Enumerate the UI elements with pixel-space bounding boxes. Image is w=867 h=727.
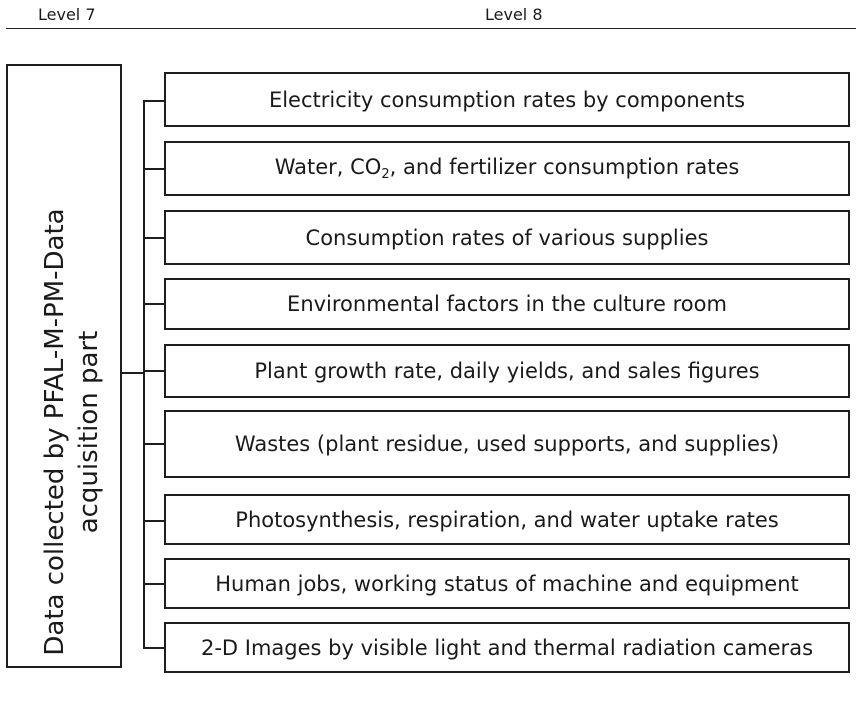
branch-connector bbox=[143, 168, 165, 170]
branch-connector bbox=[143, 303, 165, 305]
item-label: Plant growth rate, daily yields, and sal… bbox=[254, 359, 760, 383]
spine-connector bbox=[143, 100, 145, 649]
item-label: Wastes (plant residue, used supports, an… bbox=[234, 432, 780, 456]
branch-connector bbox=[143, 237, 165, 239]
item-water-co2-fertilizer: Water, CO2, and fertilizer consumption r… bbox=[164, 141, 850, 196]
root-label-line-2: acquisition part bbox=[74, 330, 104, 534]
root-node-box: Data collected by PFAL-M-PM-Data acquisi… bbox=[6, 64, 122, 668]
item-label: Water, CO2, and fertilizer consumption r… bbox=[274, 155, 740, 182]
branch-connector bbox=[143, 583, 165, 585]
branch-connector bbox=[143, 443, 165, 445]
branch-connector bbox=[143, 370, 165, 372]
level-7-header: Level 7 bbox=[38, 5, 96, 24]
branch-connector bbox=[143, 520, 165, 522]
trunk-connector bbox=[122, 372, 144, 374]
root-label-line-1: Data collected by PFAL-M-PM-Data bbox=[40, 208, 70, 656]
item-label: Electricity consumption rates by compone… bbox=[268, 87, 746, 112]
item-label: Environmental factors in the culture roo… bbox=[287, 292, 727, 316]
item-label: Photosynthesis, respiration, and water u… bbox=[235, 507, 779, 532]
item-human-jobs: Human jobs, working status of machine an… bbox=[164, 558, 850, 609]
item-supplies-consumption: Consumption rates of various supplies bbox=[164, 210, 850, 265]
item-wastes: Wastes (plant residue, used supports, an… bbox=[164, 410, 850, 478]
item-label: Human jobs, working status of machine an… bbox=[215, 571, 799, 596]
item-label: Consumption rates of various supplies bbox=[305, 225, 709, 250]
item-2d-images: 2-D Images by visible light and thermal … bbox=[164, 622, 850, 673]
root-node-label: Data collected by PFAL-M-PM-Data acquisi… bbox=[38, 137, 106, 727]
item-plant-growth: Plant growth rate, daily yields, and sal… bbox=[164, 344, 850, 398]
level-8-header: Level 8 bbox=[485, 5, 543, 24]
item-electricity-consumption: Electricity consumption rates by compone… bbox=[164, 72, 850, 127]
item-environmental-factors: Environmental factors in the culture roo… bbox=[164, 278, 850, 330]
branch-connector bbox=[143, 647, 165, 649]
item-label: 2-D Images by visible light and thermal … bbox=[200, 635, 814, 660]
header-rule bbox=[6, 28, 856, 29]
branch-connector bbox=[143, 100, 165, 102]
item-photosynthesis: Photosynthesis, respiration, and water u… bbox=[164, 494, 850, 545]
